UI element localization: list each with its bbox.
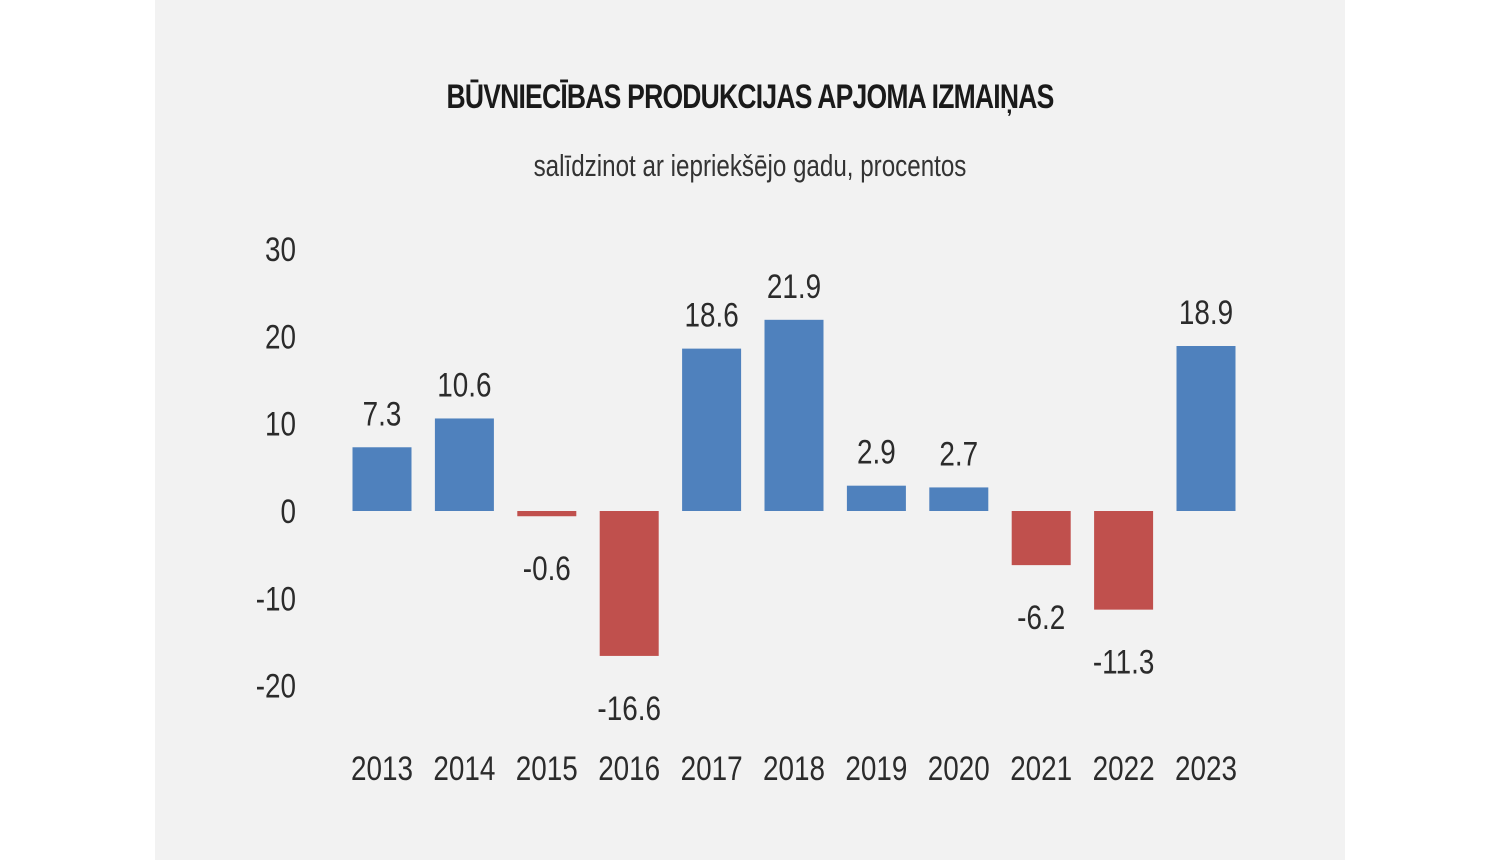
chart-title: BŪVNIECĪBAS PRODUKCIJAS APJOMA IZMAIŅAS xyxy=(446,78,1054,116)
bars xyxy=(352,319,1236,656)
x-tick-label-2020: 2020 xyxy=(928,749,990,787)
x-tick-label-2014: 2014 xyxy=(433,749,495,787)
bar-2015 xyxy=(517,511,577,517)
y-tick-label: 10 xyxy=(265,405,296,443)
x-tick-label-2016: 2016 xyxy=(598,749,660,787)
data-label-2022: -11.3 xyxy=(1093,643,1154,681)
x-tick-label-2018: 2018 xyxy=(763,749,825,787)
data-labels: 7.3 10.6 -0.6 -16.6 18.6 21.9 2.9 2.7 -6.2 -11.3 1… xyxy=(363,267,1233,727)
data-label-2013: 7.3 xyxy=(363,395,402,433)
data-label-2019: 2.9 xyxy=(857,433,896,471)
data-label-2020: 2.7 xyxy=(939,435,978,473)
x-tick-label-2013: 2013 xyxy=(351,749,413,787)
bar-2017 xyxy=(682,348,742,511)
x-tick-label-2023: 2023 xyxy=(1175,749,1237,787)
y-axis: 30 20 10 0 -10 -20 xyxy=(256,230,296,705)
bar-2022 xyxy=(1094,511,1154,610)
x-tick-label-2019: 2019 xyxy=(845,749,907,787)
chart-subtitle: salīdzinot ar iepriekšējo gadu, procento… xyxy=(533,148,967,183)
bar-2021 xyxy=(1011,511,1071,566)
x-tick-label-2015: 2015 xyxy=(516,749,578,787)
bar-2020 xyxy=(929,487,989,511)
data-label-2021: -6.2 xyxy=(1017,599,1065,637)
data-label-2023: 18.9 xyxy=(1179,293,1233,331)
data-label-2015: -0.6 xyxy=(523,550,571,588)
x-tick-label-2022: 2022 xyxy=(1093,749,1155,787)
bar-2019 xyxy=(846,485,906,511)
y-tick-label: -20 xyxy=(256,667,296,705)
y-tick-label: 20 xyxy=(265,318,296,356)
y-tick-label: 30 xyxy=(265,230,296,268)
data-label-2016: -16.6 xyxy=(597,689,661,727)
x-tick-label-2017: 2017 xyxy=(681,749,743,787)
bar-2016 xyxy=(599,511,659,656)
bar-2013 xyxy=(352,447,412,511)
x-tick-label-2021: 2021 xyxy=(1010,749,1072,787)
data-label-2014: 10.6 xyxy=(437,366,491,404)
y-tick-label: -10 xyxy=(256,580,296,618)
bar-2023 xyxy=(1176,346,1236,511)
bar-2014 xyxy=(434,418,494,511)
bar-2018 xyxy=(764,319,824,511)
data-label-2018: 21.9 xyxy=(767,267,821,305)
y-tick-label: 0 xyxy=(280,492,296,530)
x-axis: 2013 2014 2015 2016 2017 2018 2019 2020 2021 2022… xyxy=(351,749,1237,787)
chart-panel: BŪVNIECĪBAS PRODUKCIJAS APJOMA IZMAIŅAS … xyxy=(155,0,1345,860)
data-label-2017: 18.6 xyxy=(684,296,738,334)
